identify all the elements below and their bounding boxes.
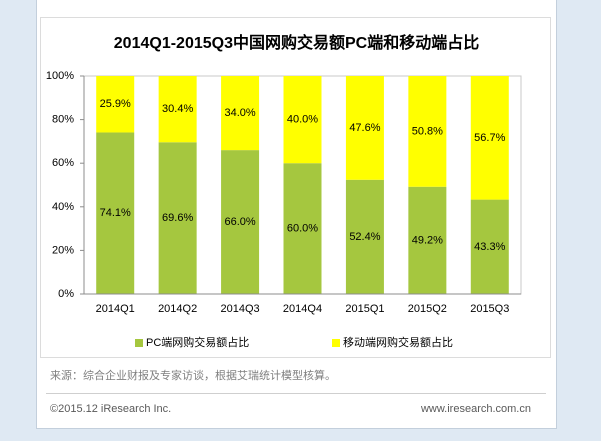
mobile-share-bar bbox=[221, 76, 260, 151]
legend-item-mobile: 移动端网购交易额占比 bbox=[332, 336, 453, 350]
mobile-share-bar bbox=[408, 76, 447, 187]
pc-share-bar bbox=[283, 163, 322, 294]
legend-swatch-pc bbox=[135, 339, 143, 347]
x-tick-label: 2014Q2 bbox=[158, 303, 197, 315]
pc-share-data-label: 43.3% bbox=[474, 241, 505, 253]
pc-share-data-label: 74.1% bbox=[100, 207, 131, 219]
legend-label-pc: PC端网购交易额占比 bbox=[146, 337, 250, 349]
chart-svg: 74.1% 25.9% 2014Q1 69.6% 30.4% 2014Q2 66.0% 34.… bbox=[46, 70, 522, 315]
pc-share-bar bbox=[345, 179, 384, 294]
y-tick-label: 60% bbox=[52, 157, 74, 169]
mobile-share-data-label: 34.0% bbox=[224, 107, 255, 119]
y-tick-label: 80% bbox=[52, 114, 74, 126]
website-text: www.iresearch.com.cn bbox=[420, 403, 531, 415]
pc-share-data-label: 52.4% bbox=[349, 231, 380, 243]
mobile-share-data-label: 47.6% bbox=[349, 122, 380, 134]
legend-swatch-mobile bbox=[332, 339, 340, 347]
mobile-share-bar bbox=[470, 76, 509, 200]
pc-share-bar bbox=[221, 150, 260, 294]
y-tick-label: 40% bbox=[52, 201, 74, 213]
mobile-share-bar bbox=[96, 76, 135, 133]
chart-frame bbox=[40, 17, 551, 358]
source-note: 来源：综合企业财报及专家访谈，根据艾瑞统计模型核算。 bbox=[50, 370, 336, 382]
x-tick-label: 2015Q1 bbox=[345, 303, 384, 315]
y-tick-label: 100% bbox=[46, 70, 74, 82]
pc-share-bar bbox=[96, 132, 135, 294]
footer-divider bbox=[46, 393, 546, 394]
mobile-share-data-label: 56.7% bbox=[474, 132, 505, 144]
mobile-share-data-label: 40.0% bbox=[287, 114, 318, 126]
x-tick-label: 2014Q3 bbox=[220, 303, 259, 315]
pc-share-data-label: 69.6% bbox=[162, 212, 193, 224]
mobile-share-bar bbox=[345, 76, 384, 180]
x-tick-label: 2014Q1 bbox=[96, 303, 135, 315]
x-tick-label: 2015Q2 bbox=[408, 303, 447, 315]
mobile-share-data-label: 30.4% bbox=[162, 103, 193, 115]
pc-share-bar bbox=[408, 186, 447, 294]
x-tick-label: 2014Q4 bbox=[283, 303, 322, 315]
pc-share-data-label: 60.0% bbox=[287, 223, 318, 235]
y-tick-label: 20% bbox=[52, 244, 74, 256]
copyright-text: ©2015.12 iResearch Inc. bbox=[50, 403, 172, 415]
legend-label-mobile: 移动端网购交易额占比 bbox=[343, 337, 453, 349]
mobile-share-data-label: 50.8% bbox=[412, 125, 443, 137]
y-tick-label: 0% bbox=[58, 288, 74, 300]
pc-share-bar bbox=[470, 199, 509, 294]
pc-share-data-label: 66.0% bbox=[224, 216, 255, 228]
mobile-share-data-label: 25.9% bbox=[100, 98, 131, 110]
legend-item-pc: PC端网购交易额占比 bbox=[135, 336, 249, 350]
mobile-share-bar bbox=[158, 76, 197, 143]
pc-share-data-label: 49.2% bbox=[412, 234, 443, 246]
x-tick-label: 2015Q3 bbox=[470, 303, 509, 315]
chart-title: 2014Q1-2015Q3中国网购交易额PC端和移动端占比 bbox=[113, 35, 480, 52]
mobile-share-bar bbox=[283, 76, 322, 164]
pc-share-bar bbox=[158, 142, 197, 294]
